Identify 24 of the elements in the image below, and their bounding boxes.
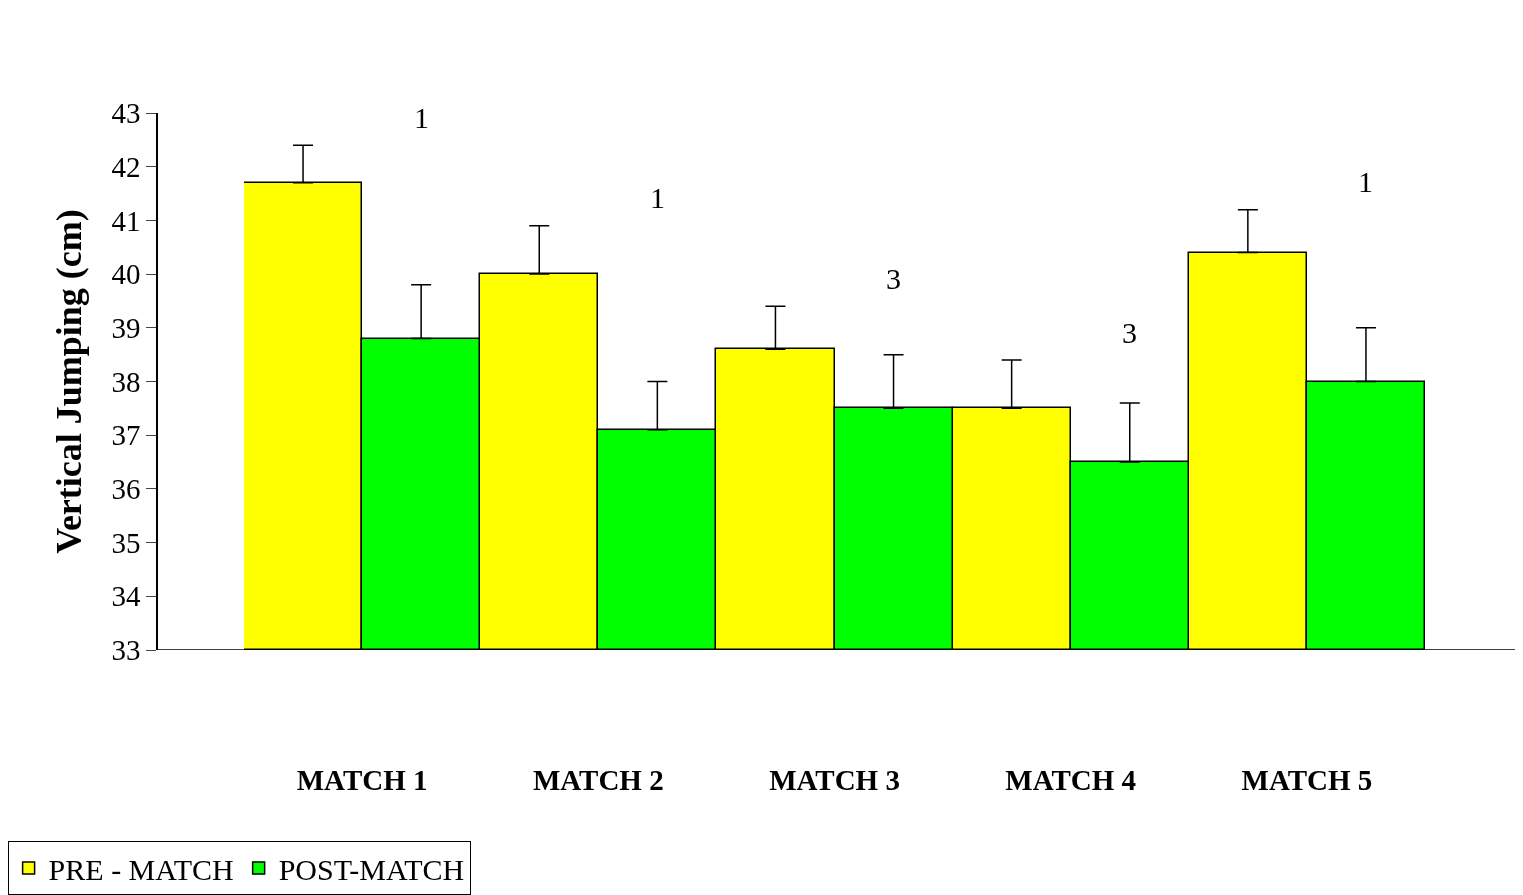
annotation: 3: [1122, 316, 1137, 349]
x-tick-label: MATCH 4: [1005, 764, 1137, 796]
y-tick-label: 35: [111, 526, 141, 559]
y-tick-label: 41: [111, 204, 141, 237]
annotation: 3: [886, 262, 901, 295]
x-tick-label: MATCH 5: [1241, 764, 1373, 796]
annotation: 1: [650, 181, 665, 214]
y-tick-label: 40: [111, 258, 141, 291]
legend-label: POST-MATCH: [278, 852, 465, 886]
annotation: 1: [1358, 165, 1373, 198]
x-tick-label: MATCH 2: [532, 764, 664, 796]
y-tick-label: 34: [111, 580, 141, 613]
y-tick-label: 43: [111, 97, 141, 130]
x-tick-label: MATCH 3: [769, 764, 900, 796]
y-tick-label: 39: [111, 311, 141, 344]
y-tick-label: 33: [111, 634, 141, 667]
y-tick-label: 38: [111, 365, 141, 398]
annotation: 1: [414, 101, 429, 134]
legend-label: PRE - MATCH: [48, 852, 234, 886]
y-axis-title: Vertical Jumping (cm): [48, 209, 89, 554]
y-tick-label: 42: [111, 150, 141, 183]
y-tick-label: 37: [111, 419, 141, 452]
y-tick-label: 36: [111, 473, 141, 506]
x-tick-label: MATCH 1: [296, 764, 428, 796]
